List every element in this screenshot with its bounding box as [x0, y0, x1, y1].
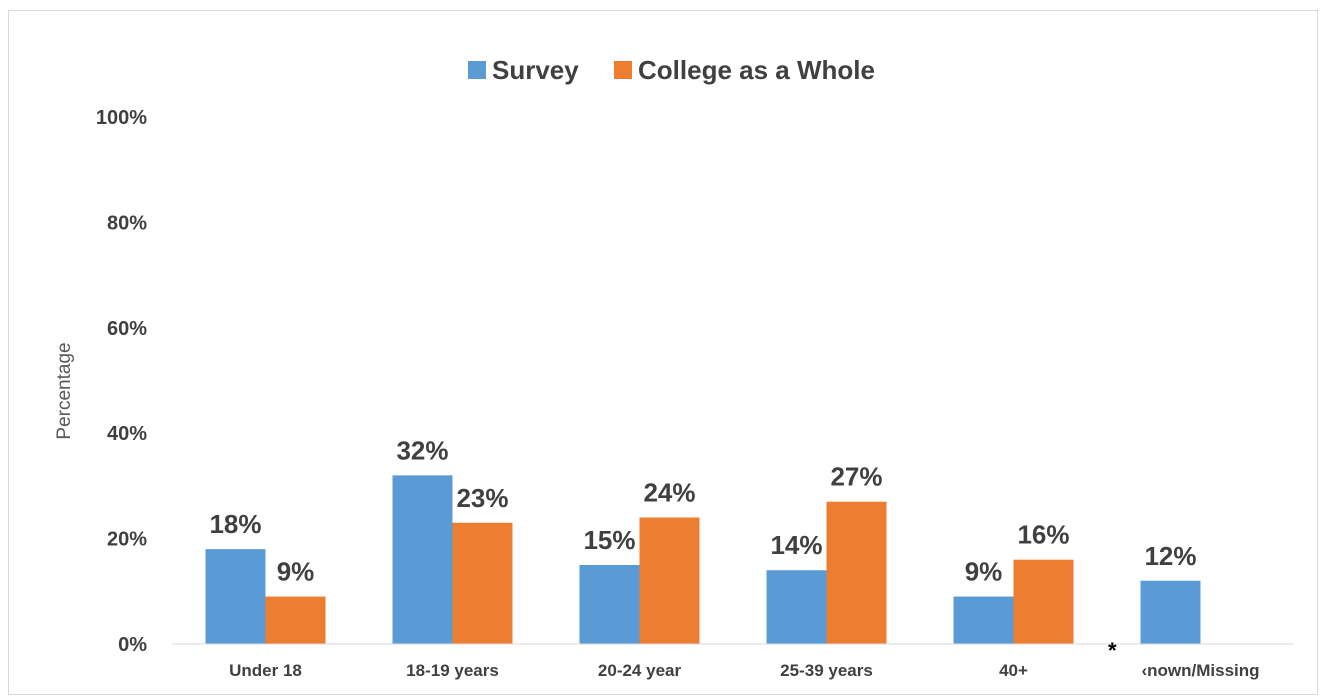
data-label: 27% — [830, 462, 882, 492]
legend-swatch-college — [614, 61, 632, 79]
data-label: 14% — [770, 530, 822, 560]
y-tick-label: 0% — [118, 634, 147, 656]
x-axis-labels: Under 18 18-19 years 20-24 year 25-39 years… — [229, 661, 1259, 680]
y-tick-label: 40% — [107, 423, 147, 445]
data-label: 12% — [1144, 541, 1196, 571]
data-label: 9% — [965, 557, 1003, 587]
data-label: 15% — [583, 525, 635, 555]
bar-survey — [1140, 580, 1201, 644]
bar-survey — [766, 570, 827, 644]
y-tick-label: 60% — [107, 318, 147, 340]
data-label: 9% — [277, 557, 315, 587]
x-tick-label: 20-24 year — [598, 661, 682, 680]
bar-survey — [953, 596, 1014, 644]
data-label: 23% — [456, 483, 508, 513]
data-label: 32% — [396, 435, 448, 465]
legend-label-college: College as a Whole — [638, 55, 875, 85]
legend-swatch-survey — [468, 61, 486, 79]
bars — [205, 475, 1201, 644]
bar-college — [265, 596, 326, 644]
y-axis-ticks: 0% 20% 40% 60% 80% 100% — [96, 107, 147, 656]
bar-survey — [205, 549, 266, 644]
value-labels: 18% 9% 32% 23% 15% 24% 14% 27% 9% 16% 12% — [209, 435, 1196, 586]
bar-college — [826, 501, 887, 644]
data-label: 24% — [643, 478, 695, 508]
y-axis-title: Percentage — [54, 342, 75, 439]
bar-chart: Survey College as a Whole Percentage 0% 2… — [54, 55, 1294, 680]
bar-college — [639, 517, 700, 644]
x-tick-label: 40+ — [999, 661, 1028, 680]
x-tick-label: ‹nown/Missing — [1141, 661, 1259, 680]
bar-survey — [392, 475, 453, 644]
x-tick-label: 18-19 years — [406, 661, 499, 680]
x-tick-label: Under 18 — [229, 661, 302, 680]
bar-college — [452, 522, 513, 644]
y-tick-label: 100% — [96, 107, 147, 129]
x-tick-label: 25-39 years — [780, 661, 873, 680]
y-tick-label: 80% — [107, 212, 147, 234]
y-tick-label: 20% — [107, 529, 147, 551]
legend-label-survey: Survey — [492, 55, 579, 85]
chart-frame: Survey College as a Whole Percentage 0% 2… — [8, 10, 1318, 695]
data-label: 16% — [1017, 520, 1069, 550]
data-label: 18% — [209, 509, 261, 539]
footnote-asterisk: * — [1108, 638, 1117, 663]
legend: Survey College as a Whole — [468, 55, 875, 85]
bar-survey — [579, 564, 640, 644]
bar-college — [1013, 559, 1074, 644]
